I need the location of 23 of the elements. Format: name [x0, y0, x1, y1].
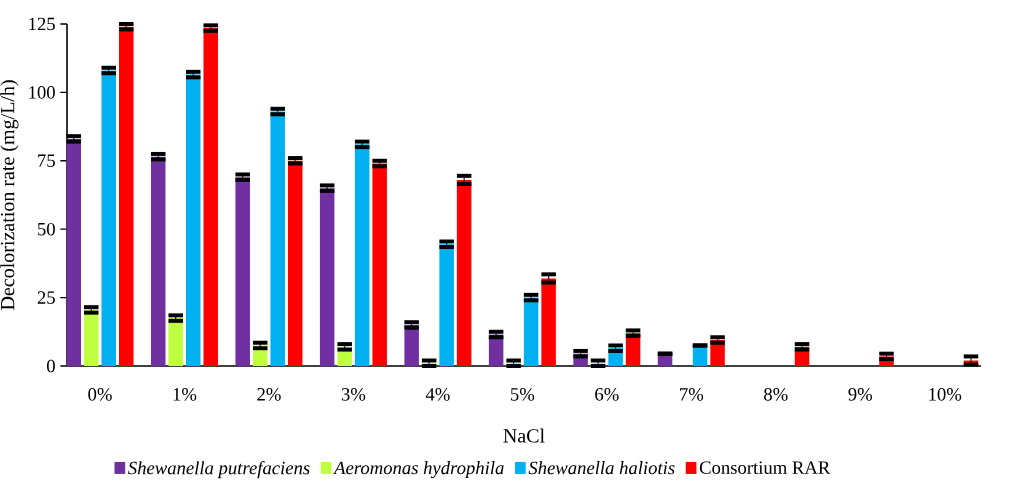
- x-tick-label: 3%: [341, 388, 366, 401]
- y-axis-title: Decolorization rate (mg/L/h): [0, 80, 19, 310]
- y-tick-label: 100: [29, 86, 55, 99]
- x-tick-label: 4%: [425, 388, 450, 401]
- x-tick-label: 1%: [173, 388, 197, 401]
- legend-label: Aeromonas hydrophila: [333, 461, 504, 479]
- y-tick-label: 75: [38, 154, 55, 167]
- x-tick-label: 9%: [848, 388, 873, 401]
- x-axis-title: NaCl: [503, 428, 545, 443]
- x-tick-label: 2%: [257, 388, 281, 401]
- y-tick-label: 125: [29, 17, 55, 31]
- x-tick-label: 8%: [764, 388, 788, 401]
- legend-label: Consortium RAR: [699, 461, 831, 474]
- y-tick-label: 0: [47, 359, 55, 373]
- x-tick-label: 5%: [511, 388, 535, 401]
- x-tick-label: 10%: [929, 388, 962, 401]
- x-tick-label: 6%: [595, 388, 619, 401]
- x-tick-label: 0%: [88, 388, 112, 401]
- legend-label: Shewanella haliotis: [528, 461, 675, 475]
- x-tick-label: 7%: [680, 388, 704, 401]
- y-tick-label: 25: [37, 291, 55, 304]
- y-tick-label: 50: [38, 222, 55, 236]
- legend-label: Shewanella putrefaciens: [128, 461, 310, 479]
